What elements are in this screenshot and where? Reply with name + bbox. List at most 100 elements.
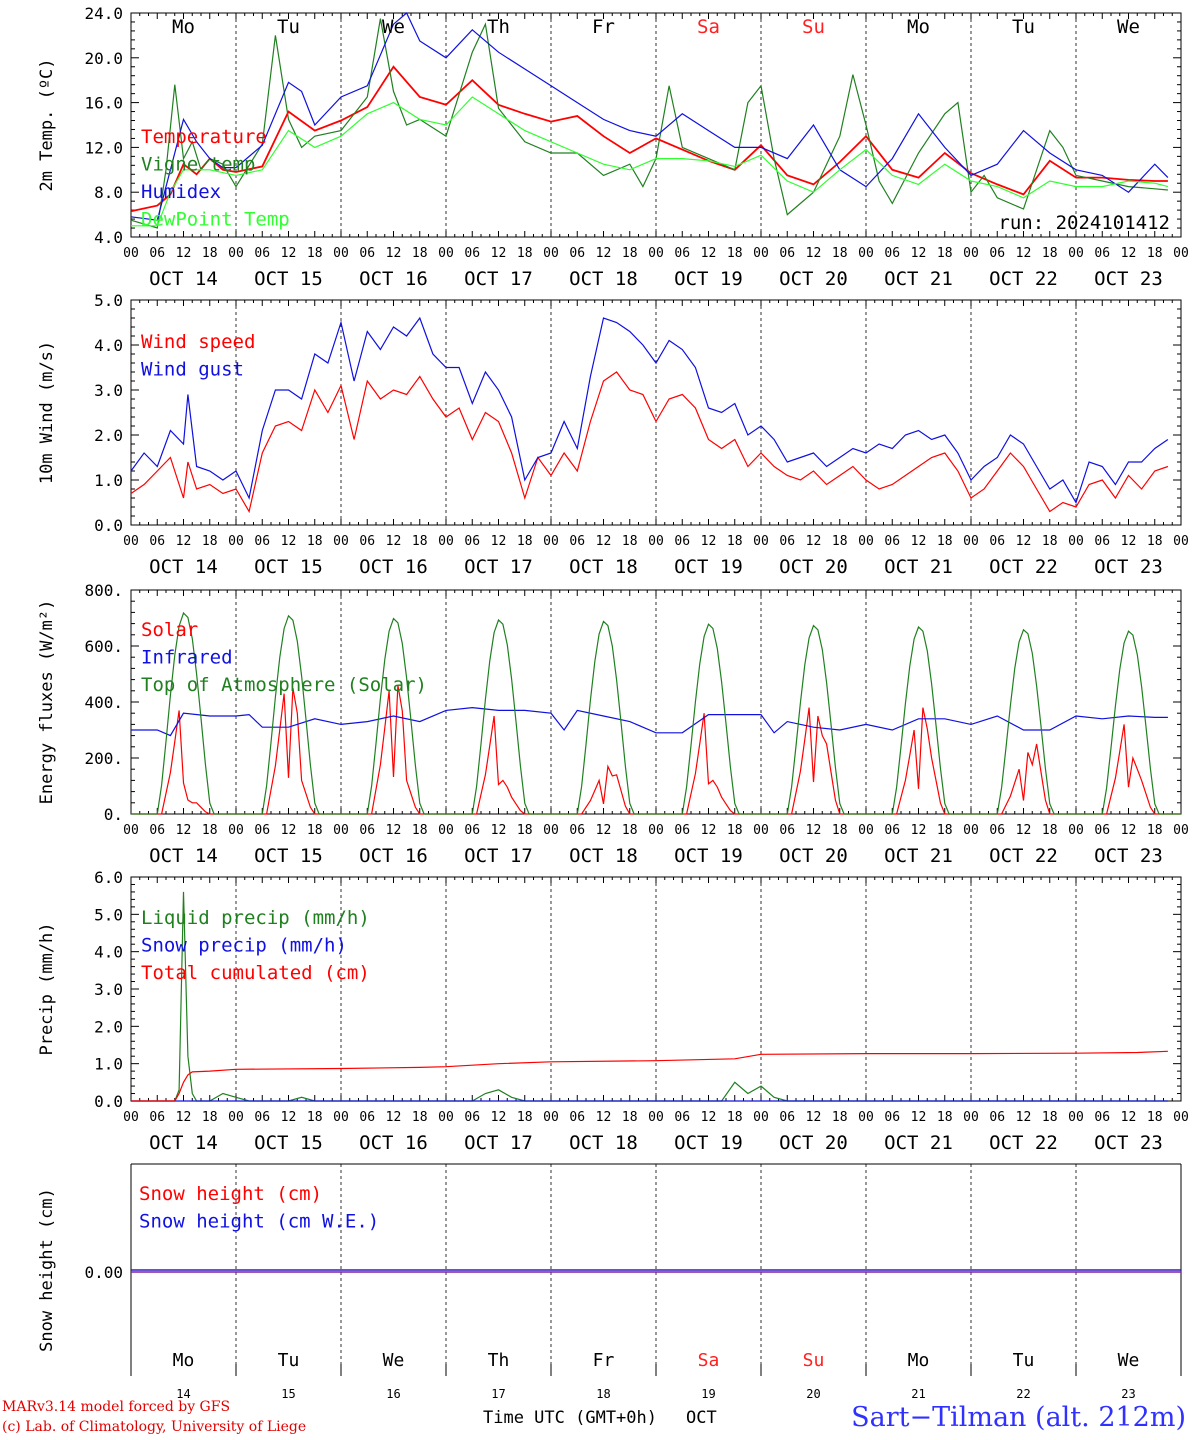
hour-label: 06 xyxy=(779,1110,795,1125)
date-label: OCT 15 xyxy=(254,268,323,290)
legend-entry: Humidex xyxy=(141,181,221,203)
date-label: OCT 23 xyxy=(1094,268,1163,290)
hour-label: 18 xyxy=(517,1110,533,1125)
y-tick-label: 12.0 xyxy=(84,138,123,157)
weekday-label: Fr xyxy=(593,1350,615,1371)
hour-label: 12 xyxy=(1121,534,1137,549)
date-label: OCT 16 xyxy=(359,845,428,867)
hour-label: 00 xyxy=(963,823,979,838)
date-label: OCT 20 xyxy=(779,556,848,578)
hour-label: 00 xyxy=(1173,823,1189,838)
date-label: OCT 23 xyxy=(1094,556,1163,578)
hour-label: 06 xyxy=(674,246,690,261)
hour-label: 18 xyxy=(1042,823,1058,838)
legend-entry: Wind speed xyxy=(141,331,255,353)
legend-entry: Snow precip (mm/h) xyxy=(141,935,347,957)
hour-label: 12 xyxy=(176,534,192,549)
y-tick-label: 0. xyxy=(104,805,123,824)
date-label: OCT 18 xyxy=(569,845,638,867)
y-tick-label: 0.0 xyxy=(94,1092,123,1111)
hour-label: 18 xyxy=(202,1110,218,1125)
hour-label: 12 xyxy=(281,246,297,261)
y-tick-label: 16.0 xyxy=(84,94,123,113)
date-label: OCT 16 xyxy=(359,556,428,578)
hour-label: 00 xyxy=(1068,534,1084,549)
hour-label: 12 xyxy=(176,246,192,261)
date-label: OCT 22 xyxy=(989,556,1058,578)
y-tick-label: 5.0 xyxy=(94,905,123,924)
date-label: OCT 21 xyxy=(884,268,953,290)
hour-label: 18 xyxy=(1042,534,1058,549)
series-line-4 xyxy=(131,96,1169,227)
x-axis-title: Time UTC (GMT+0h) xyxy=(483,1408,657,1428)
y-tick-label: 0.0 xyxy=(94,516,123,535)
hour-label: 12 xyxy=(596,823,612,838)
hour-label: 06 xyxy=(254,246,270,261)
legend-entry: Vigne temp xyxy=(141,154,255,176)
y-tick-label: 2.0 xyxy=(94,1017,123,1036)
hour-label: 12 xyxy=(596,1110,612,1125)
panel-5: 0.00 Snow height (cm) Snow height (cm) Snow… xyxy=(37,1163,1182,1376)
hour-label: 06 xyxy=(884,1110,900,1125)
series-line-1 xyxy=(130,371,1169,514)
date-label: OCT 20 xyxy=(779,268,848,290)
hour-label: 18 xyxy=(622,534,638,549)
hour-label: 18 xyxy=(832,1110,848,1125)
hour-label: 18 xyxy=(727,1110,743,1125)
legend-entry: Snow height (cm W.E.) xyxy=(139,1211,379,1233)
hour-label: 18 xyxy=(937,534,953,549)
date-label: OCT 23 xyxy=(1094,845,1163,867)
date-label: OCT 17 xyxy=(464,1132,533,1154)
weekday-label: We xyxy=(382,16,405,38)
hour-label: 00 xyxy=(333,246,349,261)
weekday-label: Tu xyxy=(1013,1350,1035,1371)
lab-credit: (c) Lab. of Climatology, University of L… xyxy=(2,1419,307,1435)
hour-label: 00 xyxy=(333,534,349,549)
legend-entry: Temperature xyxy=(141,126,267,148)
hour-label: 06 xyxy=(779,246,795,261)
weekday-label: Mo xyxy=(173,1350,195,1371)
hour-label: 12 xyxy=(491,534,507,549)
hour-label: 12 xyxy=(386,1110,402,1125)
hour-label: 00 xyxy=(543,823,559,838)
y-tick-label: 600. xyxy=(84,637,123,656)
hour-label: 18 xyxy=(202,534,218,549)
date-label: OCT 22 xyxy=(989,845,1058,867)
hour-label: 06 xyxy=(989,1110,1005,1125)
hour-label: 06 xyxy=(884,823,900,838)
hour-label: 00 xyxy=(1068,823,1084,838)
hour-label: 18 xyxy=(1147,1110,1163,1125)
hour-label: 12 xyxy=(911,534,927,549)
hour-label: 00 xyxy=(543,534,559,549)
series-line-2 xyxy=(130,316,1169,504)
weekday-label: Th xyxy=(487,16,510,38)
legend-entry: Solar xyxy=(141,619,198,641)
hour-label: 18 xyxy=(307,246,323,261)
hour-label: 06 xyxy=(464,534,480,549)
hour-label: 00 xyxy=(753,246,769,261)
hour-label: 06 xyxy=(149,1110,165,1125)
weekday-label: Mo xyxy=(907,16,930,38)
hour-label: 06 xyxy=(359,1110,375,1125)
hour-label: 18 xyxy=(937,246,953,261)
date-label: OCT 15 xyxy=(254,1132,323,1154)
hour-label: 12 xyxy=(281,534,297,549)
hour-label: 00 xyxy=(543,1110,559,1125)
hour-label: 06 xyxy=(359,823,375,838)
hour-label: 06 xyxy=(149,246,165,261)
y-axis-title: Energy fluxes (W/m²) xyxy=(37,600,57,805)
station-name: Sart−Tilman (alt. 212m) xyxy=(851,1402,1186,1433)
hour-label: 12 xyxy=(491,1110,507,1125)
weekday-label: We xyxy=(383,1350,405,1371)
hour-label: 12 xyxy=(806,823,822,838)
date-label: OCT 15 xyxy=(254,556,323,578)
hour-label: 18 xyxy=(727,534,743,549)
weekday-label: We xyxy=(1118,1350,1140,1371)
date-label: OCT 14 xyxy=(149,556,218,578)
hour-label: 12 xyxy=(1016,1110,1032,1125)
hour-label: 18 xyxy=(937,1110,953,1125)
hour-label: 18 xyxy=(307,1110,323,1125)
hour-label: 12 xyxy=(281,1110,297,1125)
date-label: OCT 14 xyxy=(149,845,218,867)
y-tick-label: 1.0 xyxy=(94,471,123,490)
